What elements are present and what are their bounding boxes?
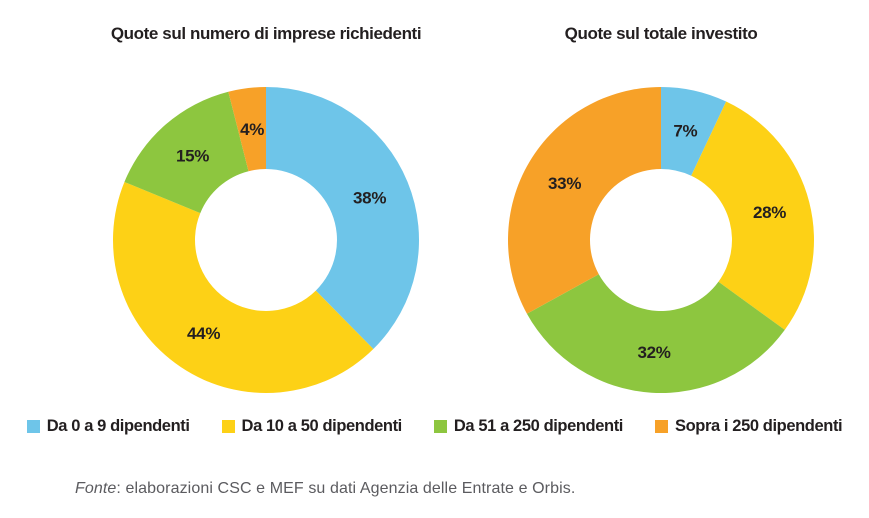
source-label: Fonte — [75, 480, 117, 497]
chart-title-left: Quote sul numero di imprese richiedenti — [110, 24, 422, 43]
donut-svg: 38% 44% 15% 4% — [112, 87, 420, 394]
slice-percentage-label: 44% — [187, 324, 220, 343]
legend: Da 0 a 9 dipendenti Da 10 a 50 dipendent… — [0, 417, 869, 436]
legend-item-over-250: Sopra i 250 dipendenti — [654, 417, 843, 436]
donut-slice — [526, 274, 785, 393]
chart-title-right: Quote sul totale investito — [564, 24, 758, 43]
legend-label: Da 10 a 50 dipendenti — [241, 417, 403, 435]
donut-slice — [266, 87, 420, 350]
donut-chart-right: 7% 28% 32% 33% — [505, 84, 817, 396]
source-text: : elaborazioni CSC e MEF su dati Agenzia… — [116, 480, 576, 497]
donut-slice — [691, 101, 814, 330]
source-note: Fonte: elaborazioni CSC e MEF su dati Ag… — [75, 480, 575, 498]
slice-percentage-label: 33% — [548, 174, 581, 193]
slice-percentage-label: 32% — [637, 343, 670, 362]
chart-right: Quote sul totale investito 7% 28% 32% 33% — [505, 24, 817, 396]
chart-left: Quote sul numero di imprese richiedenti … — [110, 24, 422, 396]
legend-item-0-9: Da 0 a 9 dipendenti — [26, 417, 190, 436]
legend-label: Sopra i 250 dipendenti — [674, 417, 843, 435]
legend-swatch-yellow — [221, 420, 235, 433]
legend-swatch-green — [433, 420, 447, 433]
donut-slice — [124, 91, 249, 214]
legend-swatch-blue — [26, 420, 40, 433]
donut-slice — [661, 87, 727, 176]
donut-slice — [228, 87, 266, 172]
slice-percentage-label: 7% — [673, 122, 697, 141]
donut-slice — [112, 182, 374, 394]
legend-label: Da 0 a 9 dipendenti — [46, 417, 190, 435]
donut-svg: 7% 28% 32% 33% — [508, 87, 814, 393]
legend-swatch-orange — [654, 420, 668, 433]
slice-percentage-label: 15% — [176, 147, 209, 166]
slice-percentage-label: 4% — [240, 120, 264, 139]
legend-label: Da 51 a 250 dipendenti — [453, 417, 624, 435]
legend-item-51-250: Da 51 a 250 dipendenti — [433, 417, 624, 436]
slice-percentage-label: 28% — [753, 203, 786, 222]
donut-chart-left: 38% 44% 15% 4% — [110, 84, 422, 396]
donut-slice — [508, 87, 661, 314]
slice-percentage-label: 38% — [353, 189, 386, 208]
legend-item-10-50: Da 10 a 50 dipendenti — [221, 417, 403, 436]
